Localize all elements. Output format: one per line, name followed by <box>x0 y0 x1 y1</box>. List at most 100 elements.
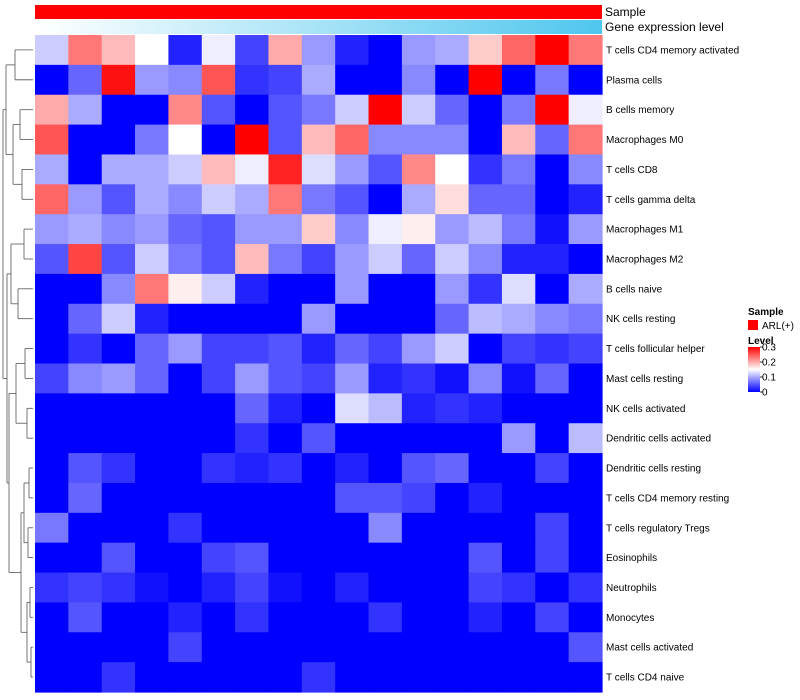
heatmap-cell <box>335 572 370 604</box>
heatmap-cell <box>201 542 236 574</box>
heatmap-cell <box>368 184 403 215</box>
row-label: T cells CD4 memory resting <box>606 493 729 504</box>
heatmap-cell <box>535 35 570 66</box>
heatmap-cell <box>201 453 236 484</box>
heatmap-cell <box>568 35 603 66</box>
row-label: Mast cells activated <box>606 643 693 654</box>
heatmap-cell <box>268 512 303 544</box>
legend-title-sample: Sample <box>748 307 784 318</box>
heatmap-cell <box>301 482 336 514</box>
heatmap-cell <box>468 94 503 126</box>
heatmap-cell <box>168 35 203 66</box>
heatmap-cell <box>368 453 403 484</box>
heatmap-cell <box>101 214 136 245</box>
heatmap-cell <box>301 35 336 66</box>
heatmap-cell <box>168 632 203 663</box>
heatmap-cell <box>468 423 503 454</box>
heatmap-cell <box>501 423 536 454</box>
row-label: B cells memory <box>606 105 674 116</box>
heatmap-cell <box>568 512 603 544</box>
heatmap-cell <box>501 512 536 544</box>
heatmap-cell <box>335 482 370 514</box>
heatmap-cell <box>168 244 203 275</box>
heatmap-cell <box>435 94 470 126</box>
heatmap-cell <box>68 214 103 245</box>
heatmap-cell <box>468 363 503 394</box>
heatmap-cell <box>235 662 270 693</box>
heatmap-cell <box>235 64 270 96</box>
heatmap-cell <box>101 512 136 544</box>
row-label: Monocytes <box>606 613 654 624</box>
heatmap-cell <box>535 124 570 156</box>
heatmap-cell <box>235 632 270 663</box>
heatmap-cell <box>335 214 370 245</box>
heatmap-cell <box>335 453 370 484</box>
heatmap-cell <box>135 273 170 305</box>
heatmap-cell <box>335 35 370 66</box>
row-label: T cells CD4 memory activated <box>606 45 739 56</box>
heatmap-cell <box>135 184 170 215</box>
heatmap-cell <box>368 572 403 604</box>
column-annotations: Sample Gene expression level <box>35 5 724 34</box>
heatmap-cell <box>168 662 203 693</box>
heatmap-cell <box>535 64 570 96</box>
heatmap-cell <box>468 393 503 424</box>
heatmap-cell <box>535 184 570 215</box>
heatmap-cell <box>235 363 270 394</box>
heatmap-cell <box>568 154 603 185</box>
heatmap-cell <box>101 572 136 604</box>
heatmap-cell <box>468 214 503 245</box>
heatmap-cell <box>368 632 403 663</box>
heatmap-cell <box>401 542 436 574</box>
heatmap-cell <box>435 154 470 185</box>
heatmap-cell <box>468 482 503 514</box>
heatmap-cell <box>401 124 436 156</box>
heatmap-cell <box>335 124 370 156</box>
heatmap-cell <box>135 303 170 335</box>
heatmap-cell <box>268 214 303 245</box>
heatmap-cell <box>468 154 503 185</box>
heatmap-cell <box>568 64 603 96</box>
heatmap-cell <box>568 244 603 275</box>
heatmap-cell <box>435 453 470 484</box>
heatmap-cell <box>235 572 270 604</box>
heatmap-cell <box>101 602 136 633</box>
heatmap-cell <box>168 303 203 335</box>
heatmap-cell <box>401 453 436 484</box>
heatmap-cell <box>135 602 170 633</box>
heatmap-cell <box>368 482 403 514</box>
heatmap-cell <box>335 273 370 305</box>
heatmap-cell <box>35 572 69 604</box>
heatmap-cell <box>135 423 170 454</box>
heatmap-cell <box>35 94 69 126</box>
heatmap-cell <box>535 94 570 126</box>
heatmap-cell <box>335 363 370 394</box>
heatmap-cell <box>235 333 270 365</box>
heatmap-cell <box>501 184 536 215</box>
heatmap-cell <box>35 214 69 245</box>
heatmap-cell <box>268 35 303 66</box>
heatmap-cell <box>168 333 203 365</box>
heatmap-cell <box>535 333 570 365</box>
row-label: Mast cells resting <box>606 374 683 385</box>
row-label: Dendritic cells activated <box>606 434 711 445</box>
heatmap-cell <box>535 632 570 663</box>
heatmap-cell <box>401 363 436 394</box>
heatmap-cell <box>235 542 270 574</box>
heatmap-cell <box>301 393 336 424</box>
heatmap-cell <box>268 602 303 633</box>
heatmap-cell <box>501 273 536 305</box>
heatmap-cell <box>35 393 69 424</box>
heatmap-cell <box>401 482 436 514</box>
heatmap-cell <box>535 482 570 514</box>
heatmap-cell <box>68 184 103 215</box>
row-label: NK cells activated <box>606 404 685 415</box>
heatmap-cell <box>201 184 236 215</box>
heatmap-cell <box>535 662 570 693</box>
heatmap-cell <box>468 512 503 544</box>
heatmap-cell <box>401 572 436 604</box>
heatmap-cell <box>568 542 603 574</box>
heatmap-cell <box>101 124 136 156</box>
legend: Sample ARL(+) Level 0.3 0.2 0.1 0 <box>748 307 794 399</box>
heatmap-cell <box>68 423 103 454</box>
